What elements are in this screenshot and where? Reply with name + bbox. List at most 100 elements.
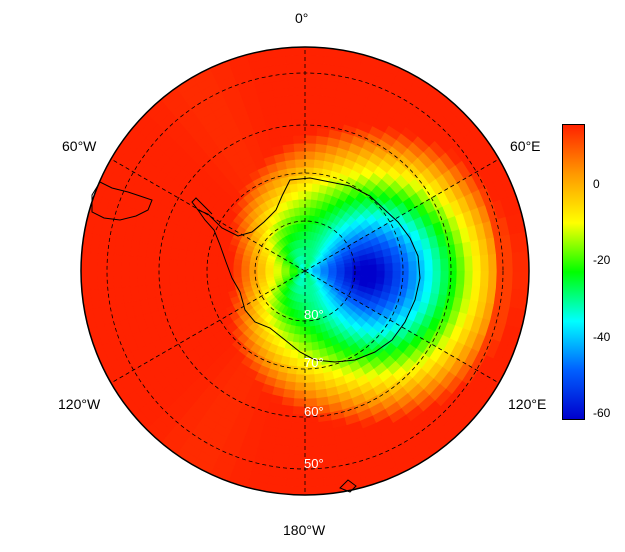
field-cell — [286, 167, 297, 177]
lat-label-80: 80° — [304, 307, 324, 322]
field-cell — [96, 270, 107, 290]
field-cell — [294, 382, 306, 392]
field-cell — [440, 270, 450, 284]
field-cell — [448, 257, 458, 272]
field-cell — [293, 142, 306, 152]
field-cell — [184, 270, 194, 282]
field-cell — [304, 477, 325, 488]
field-cell — [472, 270, 482, 287]
field-cell — [304, 198, 312, 208]
field-cell — [304, 94, 321, 104]
field-cell — [293, 206, 301, 217]
lon-label-120e: 120°E — [508, 396, 547, 412]
field-cell — [456, 256, 466, 272]
field-cell — [304, 86, 322, 96]
field-cell — [160, 258, 170, 272]
field-cell — [287, 78, 306, 89]
field-cell — [304, 374, 316, 384]
lat-label-60: 60° — [304, 404, 324, 419]
field-cell — [495, 270, 506, 289]
lat-label-70: 70° — [304, 355, 324, 370]
field-cell — [136, 270, 146, 286]
field-cell — [304, 190, 313, 200]
field-cell — [291, 118, 306, 128]
field-cell — [176, 259, 186, 272]
field-cell — [286, 469, 306, 480]
field-cell — [511, 251, 522, 272]
field-cell — [407, 251, 417, 263]
field-cell — [288, 86, 306, 96]
lon-label-120w: 120°W — [58, 396, 101, 412]
field-cell — [290, 422, 306, 432]
field-cell — [297, 190, 306, 200]
field-cell — [407, 279, 417, 291]
field-cell — [392, 262, 402, 272]
field-cell — [359, 259, 370, 267]
field-cell — [168, 258, 178, 272]
field-cell — [304, 390, 317, 400]
field-cell — [304, 166, 315, 176]
meridian-line — [304, 270, 500, 384]
field-cell — [216, 263, 226, 272]
field-cell — [301, 230, 306, 240]
field-cell — [519, 251, 529, 272]
field-cell — [503, 252, 514, 272]
field-cell — [304, 62, 324, 73]
field-cell — [487, 253, 498, 272]
field-cell — [360, 265, 370, 272]
field-cell — [304, 469, 324, 480]
field-cell — [297, 342, 306, 352]
field-cell — [440, 258, 450, 272]
field-cell — [424, 259, 434, 272]
field-cell — [88, 251, 99, 272]
field-cell — [285, 47, 306, 57]
field-cell — [313, 373, 325, 383]
field-cell — [368, 270, 378, 278]
field-cell — [301, 238, 306, 248]
field-cell — [144, 270, 154, 286]
field-cell — [310, 341, 320, 352]
field-cell — [376, 270, 386, 279]
field-cell — [290, 110, 306, 120]
field-cell — [416, 270, 426, 282]
field-cell — [336, 267, 346, 272]
field-cell — [293, 390, 306, 400]
field-cell — [294, 150, 306, 160]
field-cell — [480, 254, 490, 272]
field-cell — [383, 255, 394, 265]
field-cell — [232, 264, 242, 272]
field-cell — [304, 446, 322, 456]
field-cell — [304, 326, 311, 336]
field-cell — [391, 253, 401, 264]
field-cell — [152, 270, 162, 285]
field-cell — [289, 182, 299, 193]
field-cell — [424, 270, 434, 283]
field-cell — [304, 134, 318, 144]
field-cell — [304, 118, 319, 128]
field-cell — [299, 214, 306, 224]
field-cell — [297, 182, 306, 192]
field-cell — [285, 373, 297, 383]
field-cell — [384, 263, 394, 272]
field-cell — [294, 158, 306, 168]
field-cell — [289, 94, 306, 104]
field-cell — [152, 257, 162, 272]
lon-label-60w: 60°W — [62, 138, 97, 154]
field-cell — [128, 255, 138, 272]
field-cell — [292, 198, 300, 209]
field-cell — [184, 260, 194, 272]
field-cell — [112, 253, 123, 272]
field-cell — [96, 252, 107, 272]
field-cell — [193, 279, 203, 291]
field-cell — [400, 261, 410, 272]
latitude-circle — [206, 172, 404, 370]
field-cell — [328, 267, 338, 272]
field-cell — [128, 270, 138, 287]
field-cell — [240, 270, 250, 277]
field-cell — [287, 461, 306, 472]
field-cell — [240, 275, 251, 283]
lon-label-60e: 60°E — [510, 138, 541, 154]
field-cell — [480, 270, 490, 288]
field-cell — [304, 382, 316, 392]
